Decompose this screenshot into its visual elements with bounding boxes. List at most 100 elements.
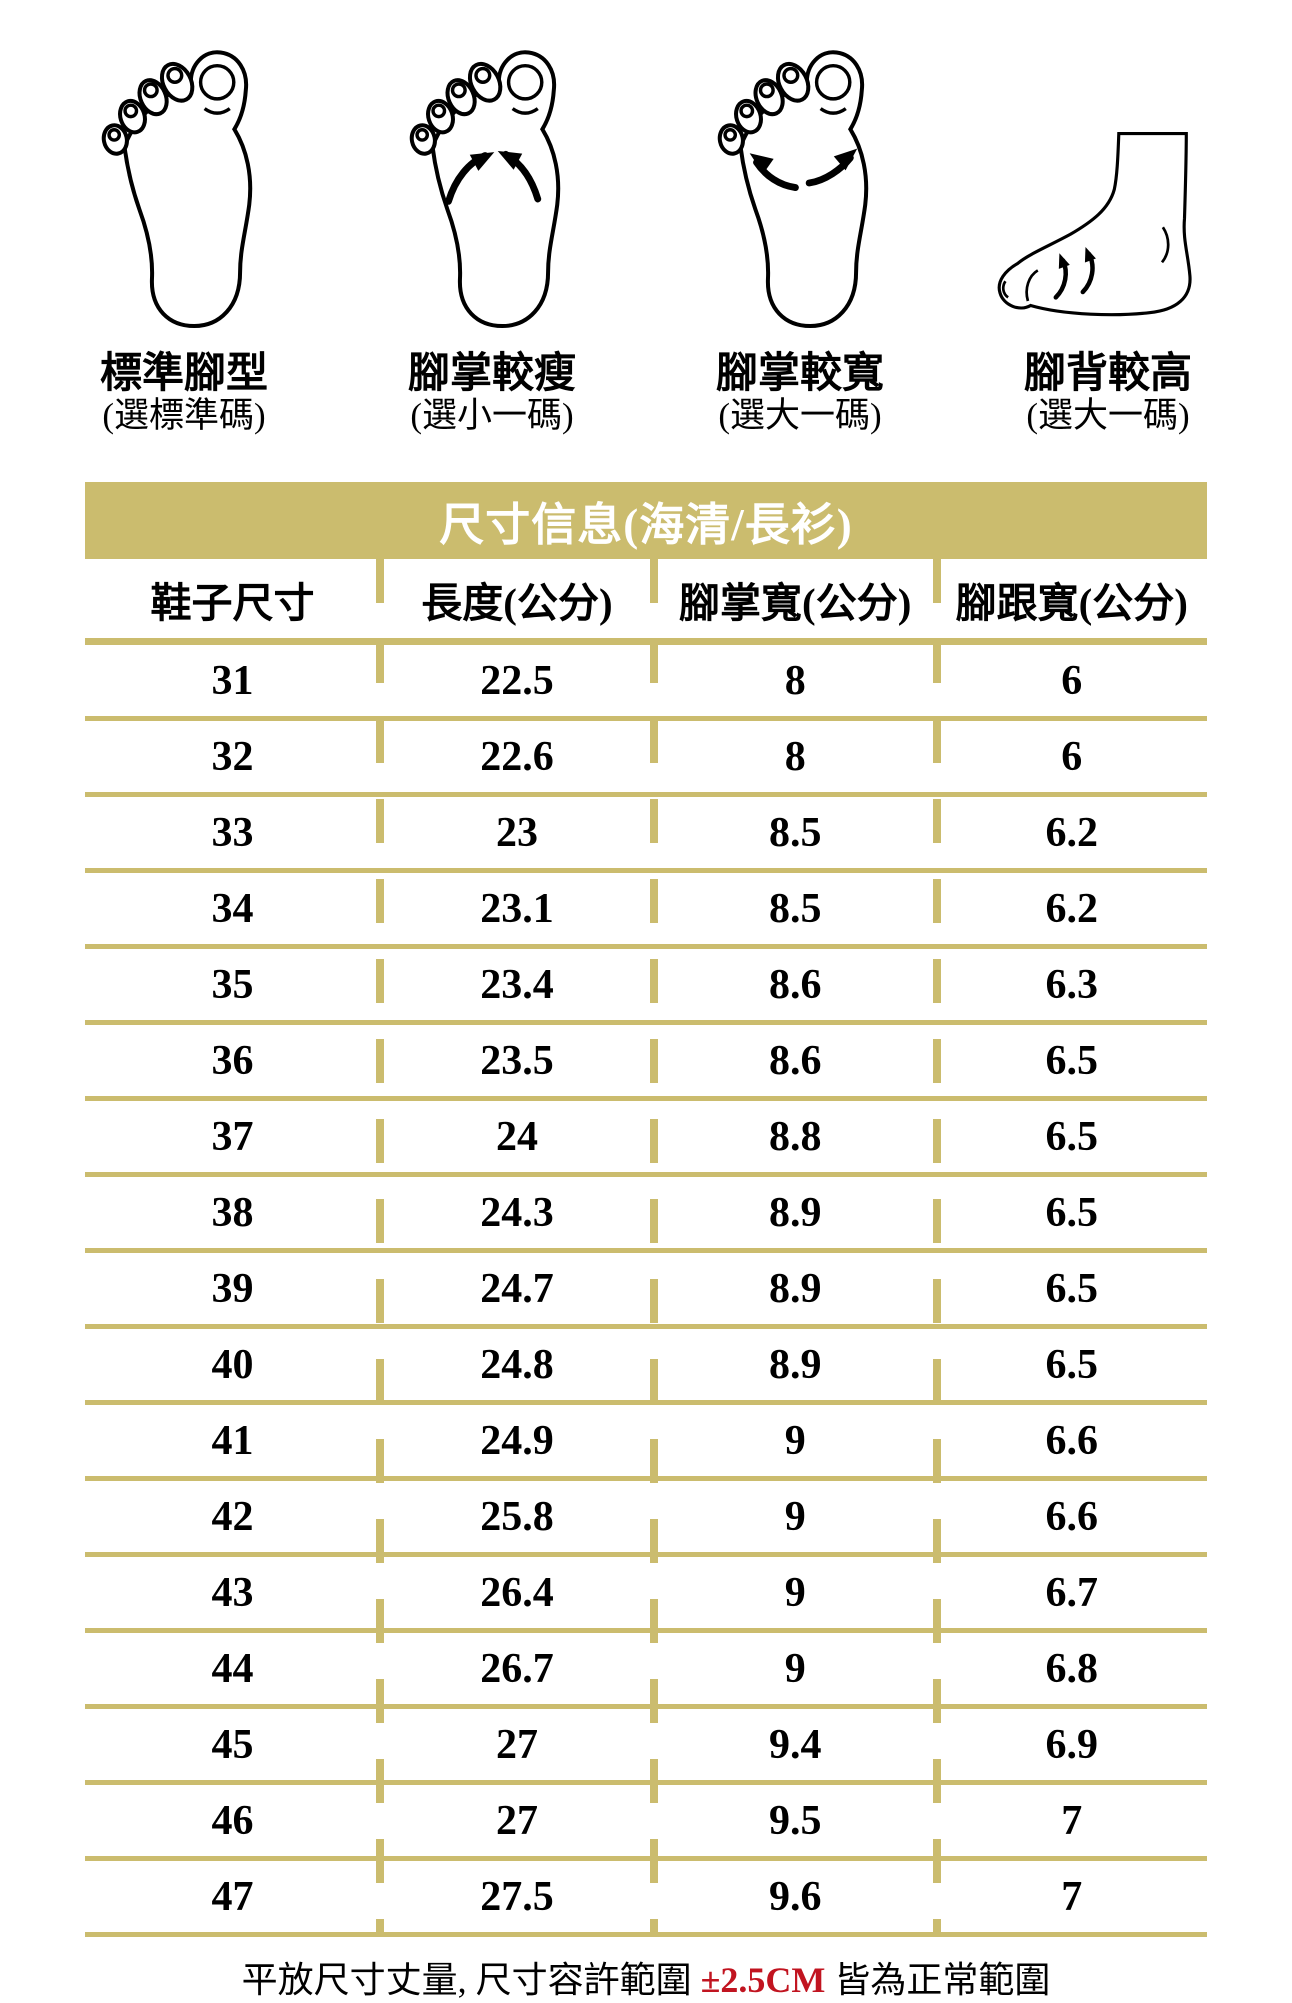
table-row: 32 22.6 8 6	[85, 721, 1207, 798]
column-header-ball-width: 腳掌寬(公分)	[679, 579, 912, 626]
table-row: 34 23.1 8.5 6.2	[85, 873, 1207, 950]
cell-shoe-size: 37	[211, 1113, 254, 1160]
size-table-title: 尺寸信息(海清/長衫)	[439, 500, 853, 551]
cell-ball-width: 8.5	[768, 885, 822, 932]
table-row: 41 24.9 9 6.6	[85, 1405, 1207, 1482]
cell-length: 23.4	[480, 961, 554, 1008]
foot-type-title: 腳背較高	[1023, 351, 1192, 397]
foot-type-standard: 標準腳型 (選標準碼)	[30, 16, 338, 436]
cell-length: 23.1	[480, 885, 554, 932]
foot-type-title: 標準腳型	[99, 351, 268, 397]
foot-type-note: (選大一碼)	[718, 396, 882, 436]
cell-shoe-size: 33	[211, 809, 254, 856]
cell-heel-width: 6	[1061, 657, 1083, 704]
cell-length: 25.8	[480, 1493, 554, 1540]
cell-ball-width: 8	[784, 657, 806, 704]
foot-type-title: 腳掌較瘦	[407, 351, 576, 397]
cell-length: 23	[495, 809, 538, 856]
foot-wide-icon	[697, 16, 903, 346]
table-row: 38 24.3 8.9 6.5	[85, 1177, 1207, 1254]
foot-standard-icon	[81, 16, 287, 346]
cell-length: 27	[495, 1797, 538, 1844]
column-header-length: 長度(公分)	[421, 579, 613, 626]
cell-heel-width: 6	[1061, 733, 1083, 780]
cell-ball-width: 8.9	[768, 1189, 822, 1236]
cell-shoe-size: 44	[211, 1645, 254, 1692]
cell-shoe-size: 34	[211, 885, 254, 932]
cell-ball-width: 8.5	[768, 809, 822, 856]
cell-heel-width: 6.5	[1045, 1265, 1099, 1312]
cell-length: 24.3	[480, 1189, 554, 1236]
foot-type-note: (選小一碼)	[410, 396, 574, 436]
foot-type-wide: 腳掌較寬 (選大一碼)	[646, 16, 954, 436]
note-tolerance-value: ±2.5CM	[700, 1960, 826, 2001]
cell-ball-width: 9	[784, 1493, 806, 1540]
cell-heel-width: 6.5	[1045, 1037, 1099, 1084]
size-table-panel: 尺寸信息(海清/長衫) 鞋子尺寸 長度(公分) 腳掌寬(公分) 腳跟寬(公分) …	[85, 482, 1207, 1938]
cell-heel-width: 7	[1061, 1797, 1083, 1844]
cell-shoe-size: 45	[211, 1721, 254, 1768]
table-row: 31 22.5 8 6	[85, 645, 1207, 722]
foot-type-note: (選標準碼)	[102, 396, 266, 436]
table-row: 40 24.8 8.9 6.5	[85, 1329, 1207, 1406]
cell-length: 24	[495, 1113, 538, 1160]
size-table-header-row: 鞋子尺寸 長度(公分) 腳掌寬(公分) 腳跟寬(公分)	[85, 559, 1207, 646]
cell-shoe-size: 46	[211, 1797, 254, 1844]
table-row: 45 27 9.4 6.9	[85, 1709, 1207, 1786]
cell-heel-width: 6.5	[1045, 1113, 1099, 1160]
table-row: 43 26.4 9 6.7	[85, 1557, 1207, 1634]
cell-heel-width: 7	[1061, 1873, 1083, 1920]
cell-ball-width: 9	[784, 1569, 806, 1616]
size-table: 鞋子尺寸 長度(公分) 腳掌寬(公分) 腳跟寬(公分) 31 22.5 8 6 …	[85, 559, 1207, 1938]
cell-length: 26.7	[480, 1645, 554, 1692]
cell-heel-width: 6.5	[1045, 1341, 1099, 1388]
cell-heel-width: 6.3	[1045, 961, 1099, 1008]
column-header-heel-width: 腳跟寬(公分)	[955, 579, 1188, 626]
cell-heel-width: 6.6	[1045, 1417, 1099, 1464]
cell-length: 27.5	[480, 1873, 554, 1920]
table-row: 39 24.7 8.9 6.5	[85, 1253, 1207, 1330]
cell-heel-width: 6.8	[1045, 1645, 1099, 1692]
cell-ball-width: 8	[784, 733, 806, 780]
cell-ball-width: 8.8	[768, 1113, 822, 1160]
cell-shoe-size: 38	[211, 1189, 254, 1236]
cell-ball-width: 8.6	[768, 961, 822, 1008]
foot-type-title: 腳掌較寬	[715, 351, 884, 397]
cell-shoe-size: 39	[211, 1265, 254, 1312]
cell-ball-width: 9	[784, 1645, 806, 1692]
cell-heel-width: 6.2	[1045, 809, 1099, 856]
table-row: 46 27 9.5 7	[85, 1785, 1207, 1862]
cell-heel-width: 6.7	[1045, 1569, 1099, 1616]
cell-shoe-size: 43	[211, 1569, 254, 1616]
table-row: 35 23.4 8.6 6.3	[85, 949, 1207, 1026]
cell-shoe-size: 47	[211, 1873, 254, 1920]
cell-length: 22.6	[480, 733, 554, 780]
cell-length: 24.9	[480, 1417, 554, 1464]
table-row: 47 27.5 9.6 7	[85, 1861, 1207, 1938]
table-row: 37 24 8.8 6.5	[85, 1101, 1207, 1178]
cell-ball-width: 9.6	[768, 1873, 822, 1920]
cell-shoe-size: 32	[211, 733, 254, 780]
cell-shoe-size: 40	[211, 1341, 254, 1388]
cell-heel-width: 6.5	[1045, 1189, 1099, 1236]
cell-length: 27	[495, 1721, 538, 1768]
foot-type-high-instep: 腳背較高 (選大一碼)	[954, 16, 1262, 436]
note-suffix: 皆為正常範圍	[825, 1960, 1051, 2001]
column-header-shoe-size: 鞋子尺寸	[150, 579, 315, 626]
cell-heel-width: 6.6	[1045, 1493, 1099, 1540]
cell-ball-width: 9	[784, 1417, 806, 1464]
cell-shoe-size: 36	[211, 1037, 254, 1084]
cell-heel-width: 6.2	[1045, 885, 1099, 932]
note-prefix: 平放尺寸丈量, 尺寸容許範圍	[241, 1960, 701, 2001]
cell-heel-width: 6.9	[1045, 1721, 1099, 1768]
foot-narrow-icon	[389, 16, 595, 346]
cell-length: 24.7	[480, 1265, 554, 1312]
foot-type-guide: 標準腳型 (選標準碼) 腳掌較瘦 (選小一碼	[0, 0, 1292, 436]
cell-shoe-size: 42	[211, 1493, 254, 1540]
cell-shoe-size: 35	[211, 961, 254, 1008]
foot-type-narrow: 腳掌較瘦 (選小一碼)	[338, 16, 646, 436]
cell-ball-width: 8.6	[768, 1037, 822, 1084]
cell-length: 26.4	[480, 1569, 554, 1616]
size-table-body: 31 22.5 8 6 32 22.6 8 6 33 23 8.5 6.2 34…	[85, 645, 1207, 1938]
foot-high-instep-icon	[982, 16, 1234, 346]
